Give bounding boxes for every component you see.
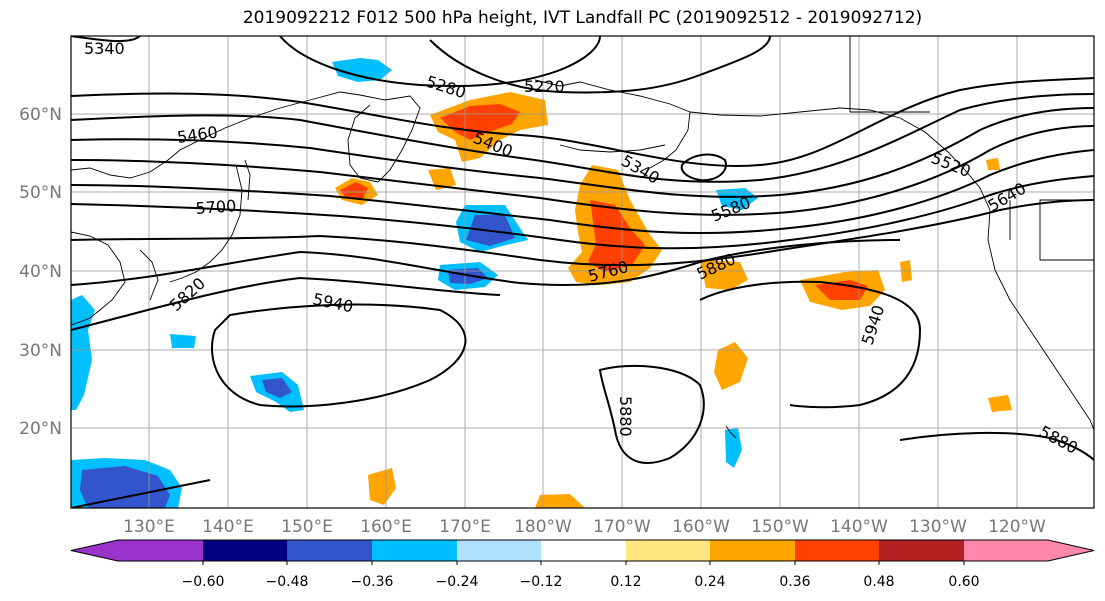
contour-line bbox=[71, 175, 1094, 250]
colorbar-tick-label: −0.24 bbox=[436, 574, 479, 590]
contour-line bbox=[279, 36, 601, 88]
contour-line bbox=[71, 199, 1094, 267]
colorbar-segments bbox=[70, 539, 1095, 565]
lon-label: 160°W bbox=[672, 517, 730, 537]
contour-line bbox=[211, 303, 467, 408]
contour-label: 5700 bbox=[195, 196, 237, 218]
longitude-labels: 130°E 140°E 150°E 160°E 170°E 180°W 170°… bbox=[123, 517, 1046, 537]
latitude-labels: 60°N 50°N 40°N 30°N 20°N bbox=[19, 105, 62, 439]
lat-label: 20°N bbox=[19, 419, 62, 439]
contour-line bbox=[71, 479, 211, 508]
colorbar-tick-label: −0.12 bbox=[520, 574, 563, 590]
contour-line bbox=[598, 364, 705, 464]
map-title: 2019092212 F012 500 hPa height, IVT Land… bbox=[242, 8, 923, 28]
colorbar-tick-label: 0.60 bbox=[948, 574, 979, 590]
colorbar-tick-label: 0.12 bbox=[610, 574, 641, 590]
contour-label: 5880 bbox=[616, 396, 635, 437]
colorbar-tick-label: −0.48 bbox=[266, 574, 309, 590]
contour-line bbox=[680, 153, 727, 182]
lon-label: 170°E bbox=[439, 517, 491, 537]
colorbar-tick-label: −0.36 bbox=[351, 574, 394, 590]
lon-label: 130°W bbox=[909, 517, 967, 537]
lon-label: 160°E bbox=[360, 517, 412, 537]
lat-label: 40°N bbox=[19, 262, 62, 282]
contour-line bbox=[71, 93, 1094, 183]
lon-label: 140°W bbox=[830, 517, 888, 537]
colorbar-segment bbox=[795, 540, 879, 561]
lat-label: 30°N bbox=[19, 341, 62, 361]
colorbar-segment bbox=[287, 540, 372, 561]
contour-line bbox=[899, 431, 1094, 461]
lon-label: 130°E bbox=[123, 517, 175, 537]
lon-label: 150°W bbox=[751, 517, 809, 537]
lat-label: 60°N bbox=[19, 105, 62, 125]
colorbar-segment bbox=[118, 540, 203, 561]
colorbar-tick-label: 0.36 bbox=[779, 574, 810, 590]
coastlines bbox=[71, 36, 1094, 439]
contour-line bbox=[71, 276, 501, 331]
contour-label: 5340 bbox=[84, 39, 125, 58]
lat-label: 50°N bbox=[19, 183, 62, 203]
colorbar-segment bbox=[203, 540, 287, 561]
map-frame bbox=[70, 35, 1095, 509]
colorbar-segment bbox=[964, 540, 1048, 561]
colorbar-segment bbox=[879, 540, 964, 561]
contour-line bbox=[71, 149, 1094, 235]
colorbar-segment bbox=[541, 540, 626, 561]
ivt-shading bbox=[71, 58, 1012, 508]
colorbar-tick-label: −0.60 bbox=[182, 574, 225, 590]
contour-line bbox=[429, 36, 771, 94]
contour-line bbox=[71, 239, 901, 287]
lon-label: 150°E bbox=[281, 517, 333, 537]
colorbar-segment bbox=[626, 540, 710, 561]
contour-line bbox=[71, 77, 1094, 167]
lon-label: 170°W bbox=[593, 517, 651, 537]
lon-label: 140°E bbox=[202, 517, 254, 537]
contour-line bbox=[71, 125, 1094, 216]
contour-label: 5220 bbox=[524, 77, 565, 96]
lon-label: 180°W bbox=[514, 517, 572, 537]
contour-line bbox=[71, 36, 141, 43]
colorbar-extension-high bbox=[1048, 540, 1094, 561]
colorbar-segment bbox=[710, 540, 795, 561]
colorbar-extension-low bbox=[71, 540, 118, 561]
colorbar-segment bbox=[372, 540, 457, 561]
contour-line bbox=[699, 280, 922, 409]
colorbar-outline bbox=[70, 539, 1095, 562]
colorbar-tick-label: 0.24 bbox=[694, 574, 725, 590]
contour-line bbox=[71, 107, 1094, 198]
colorbar-segment bbox=[457, 540, 541, 561]
lon-label: 120°W bbox=[988, 517, 1046, 537]
colorbar-ticks: −0.60 −0.48 −0.36 −0.24 −0.12 0.12 0.24 … bbox=[182, 574, 980, 590]
colorbar-tick-label: 0.48 bbox=[863, 574, 894, 590]
height-contours bbox=[71, 36, 1094, 508]
colorbar: −0.60 −0.48 −0.36 −0.24 −0.12 0.12 0.24 … bbox=[70, 539, 1095, 590]
map-plot-area: 5340 5280 5220 5460 5400 5340 5520 5700 … bbox=[70, 35, 1095, 509]
